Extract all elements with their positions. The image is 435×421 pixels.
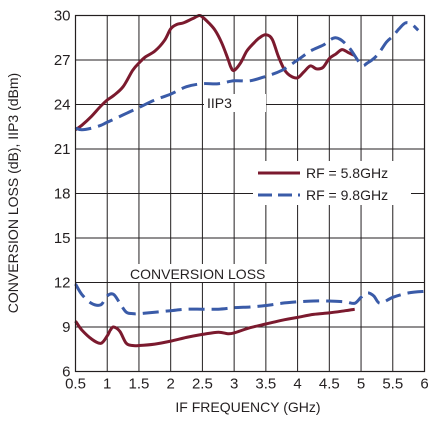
iip3-annotation-bg — [204, 94, 266, 112]
x-tick-label: 3 — [230, 376, 238, 393]
y-tick-labels: 6 9 12 15 18 21 24 27 30 — [54, 8, 71, 381]
x-tick-label: 1 — [103, 376, 111, 393]
x-tick-label: 4.5 — [319, 376, 340, 393]
series-line-iip3-rf-9-8ghz — [75, 21, 420, 132]
y-tick-label: 9 — [62, 319, 70, 336]
x-tick-label: 1.5 — [129, 376, 150, 393]
y-tick-label: 12 — [54, 275, 71, 292]
x-tick-label: 2.5 — [192, 376, 213, 393]
x-tick-label: 3.5 — [255, 376, 276, 393]
iip3-annotation: IIP3 — [207, 95, 232, 111]
x-tick-labels: 0.5 1 1.5 2 2.5 3 3.5 4 4.5 5 5.5 6 — [65, 376, 429, 393]
y-tick-label: 15 — [54, 230, 71, 247]
x-tick-label: 0.5 — [65, 376, 86, 393]
y-tick-label: 21 — [54, 141, 71, 158]
series-line-conversion-loss-rf-5-8ghz — [74, 307, 355, 348]
y-axis-label: CONVERSION LOSS (dB), IIP3 (dBm) — [5, 73, 21, 313]
legend-label-9-8ghz: RF = 9.8GHz — [306, 187, 388, 203]
series-group — [74, 13, 425, 348]
plot-frame — [74, 14, 426, 373]
y-tick-label: 6 — [62, 364, 70, 381]
y-tick-label: 27 — [54, 52, 71, 69]
x-tick-label: 5 — [357, 376, 365, 393]
conversion-loss-annotation: CONVERSION LOSS — [130, 266, 265, 282]
legend-box — [253, 161, 411, 205]
x-tick-label: 6 — [420, 376, 428, 393]
conversion-loss-annotation-bg — [122, 264, 292, 282]
x-axis-label: IF FREQUENCY (GHz) — [175, 399, 320, 415]
y-tick-label: 18 — [54, 186, 71, 203]
x-tick-label: 4 — [293, 376, 301, 393]
y-tick-label: 24 — [54, 97, 71, 114]
x-tick-label: 5.5 — [382, 376, 403, 393]
y-tick-label: 30 — [54, 8, 71, 25]
x-tick-label: 2 — [167, 376, 175, 393]
legend-label-5-8ghz: RF = 5.8GHz — [306, 165, 388, 181]
series-line-conversion-loss-rf-9-8ghz — [74, 283, 425, 316]
series-line-iip3-rf-5-8ghz — [74, 13, 356, 131]
